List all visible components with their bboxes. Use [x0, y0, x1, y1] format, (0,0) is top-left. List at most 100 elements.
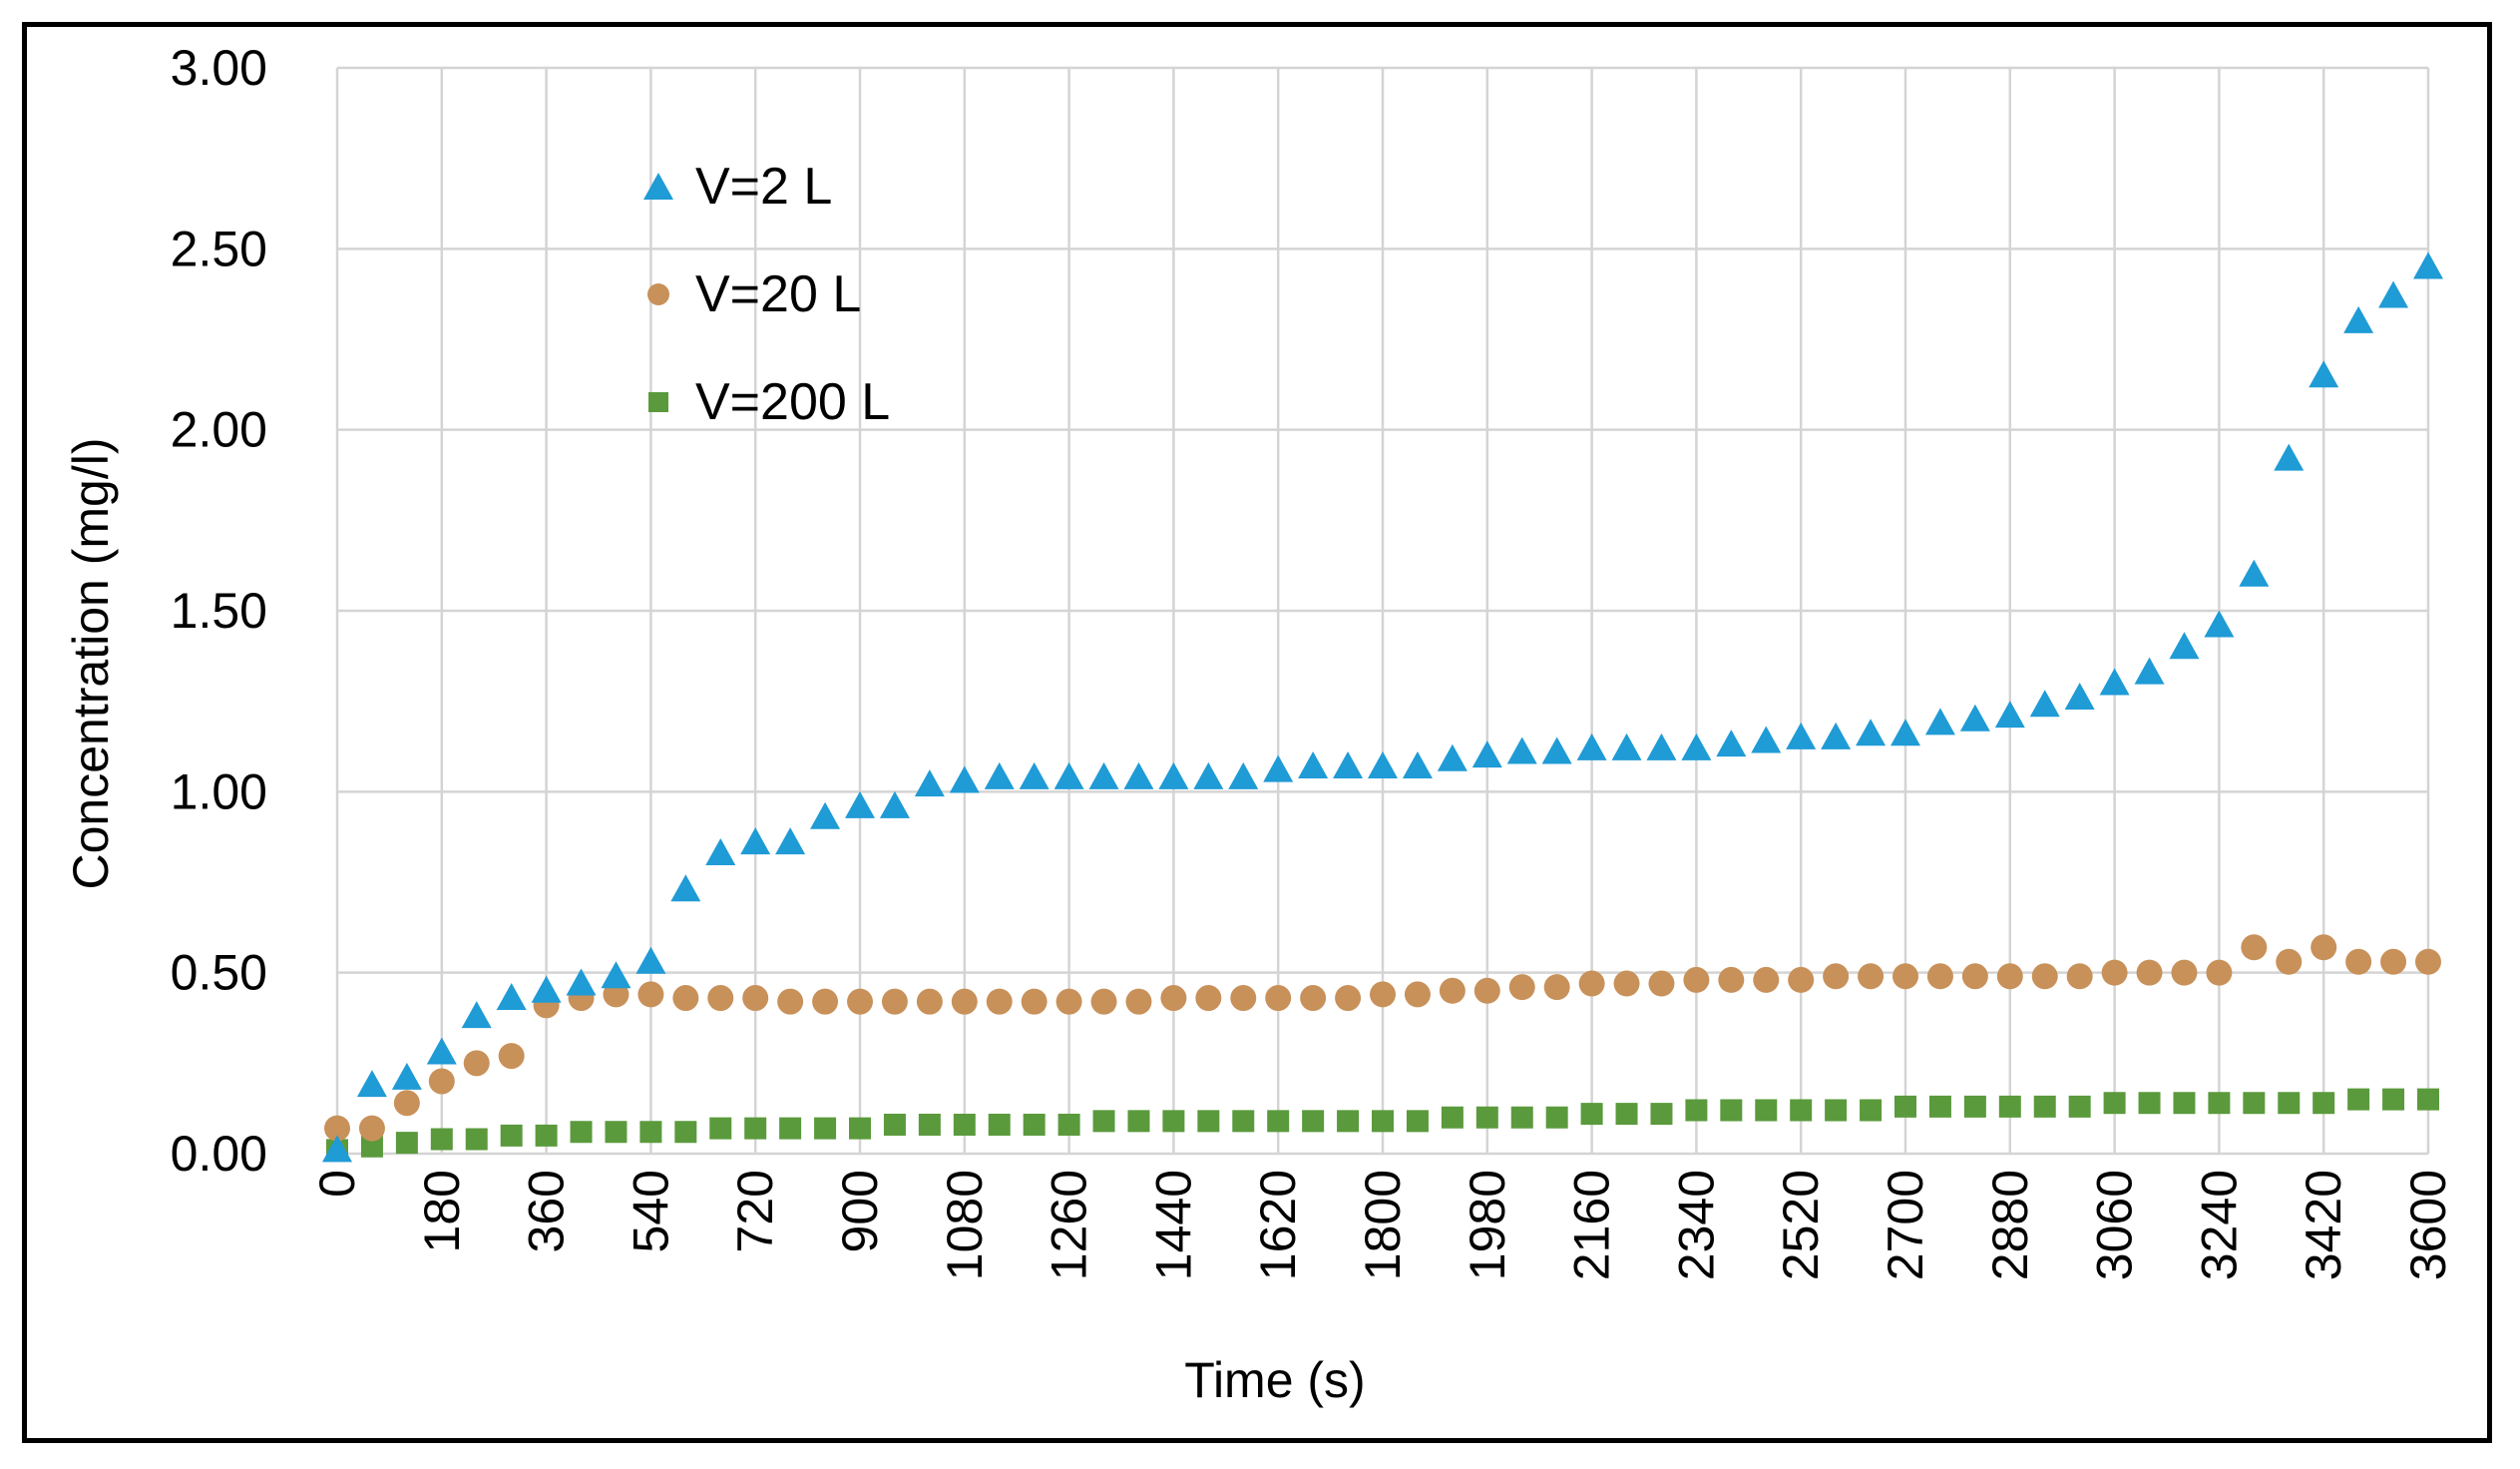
point-square: [535, 1124, 558, 1147]
x-tick-label: 1080: [937, 1170, 993, 1280]
point-triangle: [1646, 733, 1677, 760]
legend-item-v200l: V=200 L: [648, 373, 890, 431]
point-square: [2382, 1088, 2405, 1111]
point-square: [360, 1135, 383, 1158]
point-square: [1057, 1113, 1080, 1136]
x-tick-label: 3240: [2191, 1170, 2247, 1280]
point-circle: [1543, 974, 1570, 1001]
point-square: [1545, 1106, 1568, 1129]
point-circle: [1926, 963, 1953, 990]
point-triangle: [810, 801, 841, 829]
point-triangle: [949, 765, 980, 793]
point-triangle: [775, 827, 806, 855]
point-square: [2033, 1095, 2056, 1118]
point-square: [1510, 1106, 1533, 1129]
point-triangle: [879, 790, 910, 818]
point-triangle: [670, 874, 701, 902]
point-square: [1127, 1110, 1150, 1133]
point-triangle: [1821, 722, 1852, 749]
x-tick-label: 540: [623, 1170, 678, 1252]
point-square: [1825, 1099, 1848, 1122]
point-triangle: [2134, 657, 2165, 685]
point-circle: [1090, 988, 1117, 1015]
point-square: [883, 1113, 906, 1136]
point-triangle: [1751, 726, 1782, 753]
point-triangle: [2274, 443, 2305, 471]
legend: V=2 L V=20 L V=200 L: [643, 158, 890, 431]
point-square: [605, 1121, 628, 1144]
point-circle: [358, 1115, 385, 1142]
y-tick-label: 2.00: [171, 402, 267, 458]
point-square: [1755, 1099, 1778, 1122]
point-circle: [1439, 977, 1466, 1004]
point-square: [988, 1113, 1011, 1136]
point-triangle: [1263, 754, 1294, 782]
x-tick-label: 1980: [1460, 1170, 1515, 1280]
point-circle: [951, 988, 978, 1015]
point-circle: [1683, 966, 1710, 993]
x-tick-label: 1620: [1250, 1170, 1306, 1280]
point-triangle: [531, 975, 562, 1003]
point-circle: [881, 988, 908, 1015]
point-circle: [1055, 988, 1082, 1015]
point-circle: [1265, 985, 1292, 1012]
point-square: [918, 1113, 941, 1136]
point-circle: [393, 1090, 420, 1117]
x-axis-ticks: 0 180 360 540 720 900 1080 1260 1440 1620 1800 1980…: [309, 1170, 2456, 1280]
x-axis-title: Time (s): [1184, 1352, 1365, 1408]
point-square: [430, 1128, 453, 1151]
point-triangle: [2204, 610, 2235, 638]
point-circle: [1648, 970, 1675, 997]
point-triangle: [1368, 750, 1398, 778]
point-circle: [1961, 963, 1988, 990]
point-triangle: [2309, 360, 2339, 388]
point-triangle: [322, 1135, 352, 1163]
grid-lines: [335, 66, 2430, 1156]
point-square: [1302, 1110, 1325, 1133]
y-tick-label: 3.00: [171, 40, 267, 96]
point-triangle: [1402, 750, 1433, 778]
point-square: [2068, 1095, 2091, 1118]
point-square: [814, 1117, 837, 1140]
x-tick-label: 2700: [1878, 1170, 1933, 1280]
point-triangle: [601, 961, 631, 989]
point-square: [779, 1117, 802, 1140]
point-circle: [1473, 977, 1500, 1004]
x-tick-label: 1440: [1145, 1170, 1201, 1280]
point-circle: [2380, 948, 2407, 975]
point-square: [1720, 1099, 1743, 1122]
point-circle: [1753, 966, 1780, 993]
point-square: [709, 1117, 732, 1140]
point-triangle: [1088, 761, 1119, 789]
point-square: [1580, 1103, 1603, 1126]
point-circle: [1195, 985, 1222, 1012]
data-points: [322, 251, 2443, 1163]
point-circle: [812, 988, 839, 1015]
point-triangle: [1541, 736, 1572, 764]
point-triangle: [1716, 730, 1747, 757]
point-circle: [1404, 981, 1431, 1008]
point-square: [2173, 1092, 2196, 1115]
y-tick-label: 2.50: [171, 221, 267, 276]
point-triangle: [705, 837, 736, 865]
point-triangle: [1193, 761, 1224, 789]
point-circle: [777, 988, 804, 1015]
legend-marker-triangle: [643, 173, 673, 200]
point-circle: [742, 985, 769, 1012]
point-triangle: [1506, 736, 1537, 764]
point-triangle: [1681, 733, 1712, 760]
point-square: [674, 1121, 697, 1144]
point-circle: [1823, 963, 1850, 990]
point-square: [1372, 1110, 1394, 1133]
legend-item-v2l: V=2 L: [643, 158, 832, 216]
point-circle: [1230, 985, 1257, 1012]
x-tick-label: 2340: [1668, 1170, 1724, 1280]
x-tick-label: 3420: [2296, 1170, 2351, 1280]
x-tick-label: 3600: [2400, 1170, 2456, 1280]
point-square: [1337, 1110, 1360, 1133]
point-triangle: [1786, 722, 1817, 749]
point-triangle: [1890, 719, 1920, 746]
point-circle: [1335, 985, 1362, 1012]
point-triangle: [2029, 690, 2060, 718]
legend-marker-square: [648, 392, 668, 412]
